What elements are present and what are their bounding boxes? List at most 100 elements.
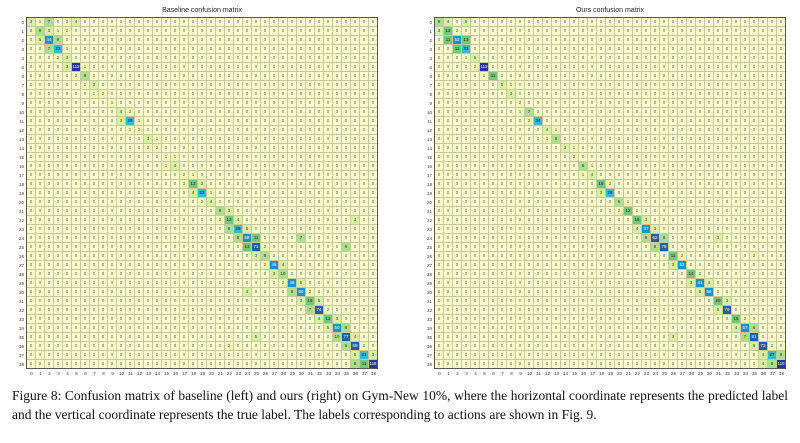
matrix-cell: 0 [297, 315, 305, 323]
matrix-cell: 0 [117, 180, 125, 188]
matrix-cell: 0 [207, 360, 215, 368]
matrix-cell: 0 [189, 315, 197, 323]
x-tick-label: 21 [217, 371, 223, 376]
matrix-cell: 0 [732, 360, 740, 368]
matrix-cell: 0 [135, 333, 143, 341]
matrix-cell: 0 [171, 216, 179, 224]
matrix-cell: 0 [579, 135, 587, 143]
matrix-cell: 3 [252, 252, 260, 260]
matrix-cell: 0 [624, 243, 632, 251]
matrix-cell: 0 [651, 63, 659, 71]
matrix-cell: 0 [90, 144, 98, 152]
matrix-cell: 21 [360, 351, 368, 359]
matrix-cell: 0 [342, 297, 350, 305]
matrix-cell: 0 [507, 54, 515, 62]
matrix-cell: 0 [36, 252, 44, 260]
matrix-cell: 0 [489, 135, 497, 143]
matrix-cell: 0 [270, 72, 278, 80]
matrix-cell: 0 [27, 180, 35, 188]
matrix-cell: 0 [180, 270, 188, 278]
matrix-cell: 0 [750, 315, 758, 323]
matrix-cell: 0 [72, 180, 80, 188]
matrix-cell: 0 [216, 144, 224, 152]
matrix-cell: 0 [561, 135, 569, 143]
matrix-cell: 0 [597, 225, 605, 233]
matrix-cell: 0 [777, 306, 785, 314]
matrix-cell: 0 [543, 27, 551, 35]
matrix-cell: 0 [99, 342, 107, 350]
matrix-cell: 0 [606, 144, 614, 152]
matrix-cell: 0 [633, 342, 641, 350]
matrix-cell: 0 [696, 108, 704, 116]
matrix-cell: 0 [90, 360, 98, 368]
matrix-cell: 0 [234, 45, 242, 53]
matrix-cell: 0 [369, 153, 377, 161]
matrix-cell: 0 [207, 306, 215, 314]
matrix-cell: 0 [198, 360, 206, 368]
matrix-cell: 36 [288, 279, 296, 287]
matrix-cell: 0 [633, 270, 641, 278]
matrix-cell: 0 [552, 297, 560, 305]
matrix-cell: 0 [462, 207, 470, 215]
matrix-cell: 0 [90, 162, 98, 170]
matrix-cell: 0 [279, 297, 287, 305]
matrix-cell: 0 [489, 126, 497, 134]
matrix-cell: 0 [189, 117, 197, 125]
matrix-cell: 0 [342, 108, 350, 116]
matrix-cell: 0 [333, 360, 341, 368]
matrix-cell: 14 [687, 270, 695, 278]
matrix-cell: 0 [243, 36, 251, 44]
matrix-cell: 0 [606, 171, 614, 179]
matrix-cell: 0 [99, 234, 107, 242]
matrix-cell: 0 [552, 351, 560, 359]
matrix-cell: 0 [234, 153, 242, 161]
matrix-cell: 0 [288, 126, 296, 134]
matrix-cell: 0 [252, 216, 260, 224]
matrix-cell: 0 [453, 63, 461, 71]
matrix-cell: 0 [588, 144, 596, 152]
matrix-cell: 0 [306, 108, 314, 116]
matrix-cell: 0 [543, 36, 551, 44]
matrix-cell: 0 [36, 144, 44, 152]
matrix-cell: 0 [525, 288, 533, 296]
matrix-cell: 12 [444, 27, 452, 35]
matrix-cell: 0 [27, 297, 35, 305]
matrix-cell: 0 [189, 243, 197, 251]
matrix-cell: 0 [462, 162, 470, 170]
matrix-cell: 0 [768, 81, 776, 89]
matrix-cell: 0 [570, 99, 578, 107]
matrix-cell: 0 [207, 270, 215, 278]
matrix-cell: 0 [498, 117, 506, 125]
matrix-cell: 0 [270, 315, 278, 323]
matrix-cell: 0 [615, 126, 623, 134]
matrix-cell: 0 [543, 225, 551, 233]
matrix-cell: 0 [216, 153, 224, 161]
matrix-cell: 0 [498, 225, 506, 233]
matrix-cell: 0 [369, 72, 377, 80]
matrix-cell: 0 [126, 180, 134, 188]
matrix-cell: 0 [741, 99, 749, 107]
matrix-cell: 0 [462, 225, 470, 233]
matrix-cell: 0 [696, 297, 704, 305]
matrix-cell: 0 [615, 162, 623, 170]
matrix-cell: 0 [81, 99, 89, 107]
matrix-cell: 0 [597, 135, 605, 143]
matrix-cell: 0 [741, 351, 749, 359]
matrix-cell: 0 [507, 360, 515, 368]
y-tick-label: 32 [18, 308, 24, 313]
matrix-cell: 0 [54, 90, 62, 98]
matrix-cell: 0 [669, 234, 677, 242]
matrix-cell: 0 [597, 153, 605, 161]
matrix-cell: 0 [243, 270, 251, 278]
matrix-cell: 0 [732, 234, 740, 242]
matrix-cell: 0 [714, 153, 722, 161]
matrix-cell: 0 [651, 108, 659, 116]
matrix-cell: 0 [126, 153, 134, 161]
matrix-cell: 0 [171, 234, 179, 242]
matrix-cell: 0 [333, 72, 341, 80]
matrix-cell: 0 [705, 99, 713, 107]
matrix-cell: 0 [72, 333, 80, 341]
matrix-cell: 0 [534, 27, 542, 35]
matrix-cell: 0 [687, 243, 695, 251]
matrix-cell: 0 [489, 36, 497, 44]
